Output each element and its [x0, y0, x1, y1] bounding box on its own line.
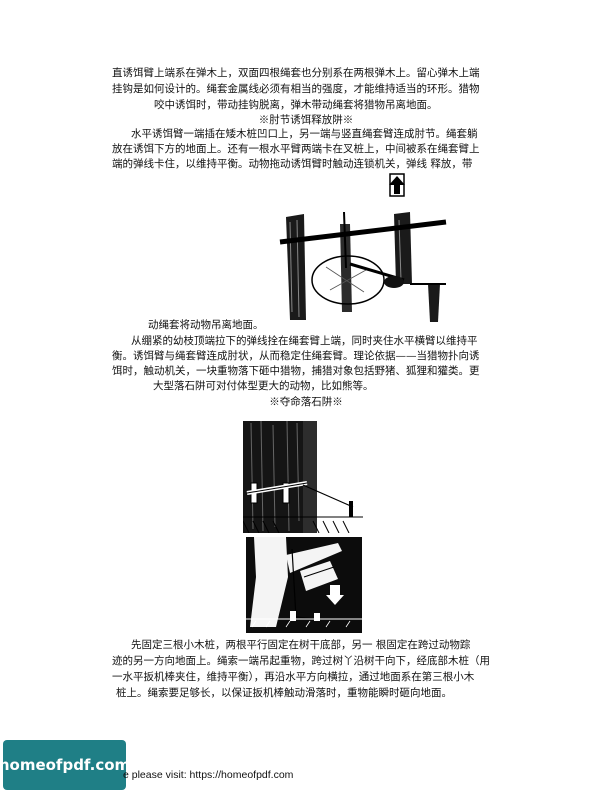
paragraph2-line3: 端的弹线卡住，以维持平衡。动物拖动诱饵臂时触动连锁机关，弹线 释放，带: [112, 158, 473, 170]
paragraph3-line2: 衡。诱饵臂与绳套臂连成肘状，从而稳定住绳套臂。理论依据——当猎物扑向诱: [112, 350, 480, 362]
paragraph1-line1: 直诱饵臂上端系在弹木上，双面四根绳套也分别系在两根弹木上。留心弹木上端: [112, 67, 480, 79]
paragraph4-line1: 先固定三根小木桩，两根平行固定在树干底部，另一 根固定在跨过动物踪: [131, 639, 471, 651]
deadfall-trap-drawing-bottom: [246, 537, 362, 633]
deadfall-trap-illustration-bottom: [246, 537, 362, 633]
paragraph3-line1: 从绷紧的幼枝顶端拉下的弹线拴在绳套臂上端，同时夹住水平横臂以维持平: [131, 335, 478, 347]
section-heading-deadfall-trap: ※夺命落石阱※: [269, 396, 343, 408]
toggle-trap-illustration: [270, 172, 450, 322]
paragraph4-line3: 一水平扳机棒夹住，维持平衡），再沿水平方向横拉，通过地面系在第三根小木: [112, 671, 475, 683]
footer-link-text[interactable]: e please visit: https://homeofpdf.com: [123, 769, 294, 781]
paragraph1-line2: 挂钩是如何设计的。绳套金属线必须有相当的强度，才能维持适当的环形。猎物: [112, 83, 480, 95]
paragraph4-line4: 桩上。绳索要足够长，以保证扳机棒触动滑落时，重物能瞬时砸向地面。: [116, 687, 452, 699]
paragraph4-line2: 迹的另一方向地面上。绳索一端吊起重物，跨过树丫沿树干向下，经底部木桩（用: [112, 655, 490, 667]
deadfall-trap-drawing-top: [242, 420, 363, 534]
paragraph2-line4: 动绳套将动物吊离地面。: [148, 319, 264, 331]
paragraph3-line4: 大型落石阱可对付体型更大的动物，比如熊等。: [153, 380, 374, 392]
paragraph2-line2: 放在诱饵下方的地面上。还有一根水平臂两端卡在叉桩上，中间被系在绳套臂上: [112, 143, 480, 155]
toggle-trap-drawing: [279, 173, 447, 322]
paragraph3-line3: 饵时，触动机关，一块重物落下砸中猎物，捕猎对象包括野猪、狐狸和獾类。更: [112, 365, 480, 377]
homeofpdf-logo[interactable]: homeofpdf.com: [0, 740, 130, 790]
deadfall-trap-illustration-top: [242, 420, 363, 534]
paragraph2-line1: 水平诱饵臂一端插在矮木桩凹口上，另一端与竖直绳套臂连成肘节。绳套躺: [131, 128, 478, 140]
logo-text: homeofpdf.com: [0, 756, 131, 774]
section-heading-toggle-trap: ※肘节诱饵释放阱※: [258, 114, 354, 126]
paragraph1-line3: 咬中诱饵时，带动挂钩脱离，弹木带动绳套将猎物吊离地面。: [154, 99, 438, 111]
